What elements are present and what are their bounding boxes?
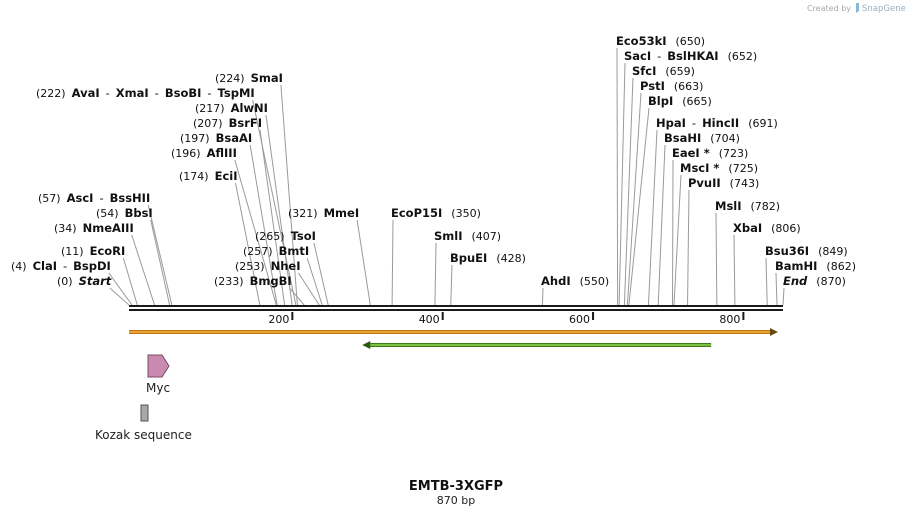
leader-lines [108,47,785,306]
site-label[interactable]: HpaI - HincII (691) [656,116,778,130]
site-leader-line [450,264,453,306]
site-leader-line [289,287,305,306]
site-leader-line [108,272,133,306]
site-label[interactable]: BamHI (862) [775,259,856,273]
site-label[interactable]: BpuEI (428) [450,251,526,265]
ruler-tick-label: 600 [569,313,590,326]
site-leader-line [147,204,173,306]
site-label[interactable]: (0) Start [57,274,112,288]
site-leader-line [657,144,666,306]
site-label[interactable]: MslI (782) [715,199,780,213]
site-label[interactable]: (174) EciI [179,169,238,183]
site-leader-line [298,272,320,306]
site-label[interactable]: (196) AflIII [171,146,237,160]
site-label[interactable]: EaeI * (723) [672,146,748,160]
site-leader-line [671,159,674,306]
site-label[interactable]: PstI (663) [640,79,703,93]
orange-orf-arrowhead [770,328,778,336]
ruler-tick-label: 400 [419,313,440,326]
site-label[interactable]: EcoP15I (350) [391,206,481,220]
ruler-tick-label: 800 [719,313,740,326]
site-leader-line [265,114,293,306]
site-label[interactable]: (34) NmeAIII [54,221,134,235]
site-leader-line [782,287,785,306]
site-label[interactable]: End (870) [783,274,846,288]
site-label[interactable]: SfcI (659) [632,64,695,78]
site-label[interactable]: (265) TsoI [255,229,316,243]
green-orf-arrowhead [362,341,371,349]
site-leader-line [733,234,736,306]
site-label[interactable]: MscI * (725) [680,161,758,175]
site-leader-line [623,77,634,306]
site-label[interactable]: (197) BsaAI [180,131,252,145]
site-label[interactable]: (207) BsrFI [193,116,262,130]
site-leader-line [775,272,778,306]
site-leader-line [306,257,323,306]
site-label[interactable]: (257) BmtI [243,244,309,258]
site-leader-line [391,219,394,306]
site-leader-line [249,144,278,306]
site-label[interactable]: (233) BmgBI [214,274,292,288]
site-leader-line [687,189,690,306]
site-label[interactable]: (321) MmeI [288,206,359,220]
snapgene-brand: SnapGene [862,4,906,14]
site-leader-line [259,129,286,306]
map-length: 870 bp [437,494,475,507]
site-leader-line [235,182,261,306]
ruler-tick-label: 200 [268,313,289,326]
site-label[interactable]: (11) EcoRI [61,244,125,258]
site-leader-line [109,287,130,306]
created-by-credit: Created by [807,4,851,13]
site-leader-line [628,107,650,306]
site-label[interactable]: BlpI (665) [648,94,712,108]
site-label[interactable]: AhdI (550) [541,274,609,288]
site-leader-line [673,174,682,306]
kozak-feature-box[interactable] [140,404,149,422]
site-leader-line [280,84,298,306]
site-leader-line [131,234,156,306]
site-leader-line [626,92,642,306]
site-leader-line [618,62,626,306]
site-label[interactable]: BsaHI (704) [664,131,740,145]
features-track [129,328,778,422]
map-title: EMTB-3XGFP [409,479,503,494]
site-labels: (0) Start(4) ClaI - BspDI(11) EcoRI (34) NmeAII… [11,34,856,288]
site-label[interactable]: (253) NheI [235,259,300,273]
site-label[interactable]: (4) ClaI - BspDI [11,259,111,273]
site-leader-line [313,242,329,306]
site-label[interactable]: (217) AlwNI [195,101,268,115]
site-leader-line [434,242,437,306]
site-label[interactable]: (57) AscI - BssHII [38,191,150,205]
site-leader-line [252,99,297,306]
site-label[interactable]: (222) AvaI - XmaI - BsoBI - TspMI [36,86,255,100]
site-label[interactable]: Eco53kI (650) [616,34,705,48]
site-leader-line [647,129,658,306]
site-label[interactable]: PvuII (743) [688,176,759,190]
site-label[interactable]: SacI - BslHKAI (652) [624,49,757,63]
site-leader-line [765,257,768,306]
snapgene-logo-icon [856,3,859,13]
site-label[interactable]: XbaI (806) [733,221,801,235]
site-leader-line [234,159,277,306]
site-label[interactable]: (54) BbsI [96,206,153,220]
site-leader-line [356,219,371,306]
myc-feature-arrow[interactable] [147,354,170,378]
site-leader-line [616,47,619,306]
site-label[interactable]: (224) SmaI [215,71,283,85]
ruler-ticks: 200 400 600 800 [268,312,745,326]
kozak-label[interactable]: Kozak sequence [95,428,192,442]
site-leader-line [122,257,138,306]
site-leader-line [715,212,718,306]
site-leader-line [541,287,544,306]
myc-label[interactable]: Myc [146,381,170,395]
site-label[interactable]: Bsu36I (849) [765,244,848,258]
site-leader-line [150,219,171,306]
site-label[interactable]: SmlI (407) [434,229,501,243]
